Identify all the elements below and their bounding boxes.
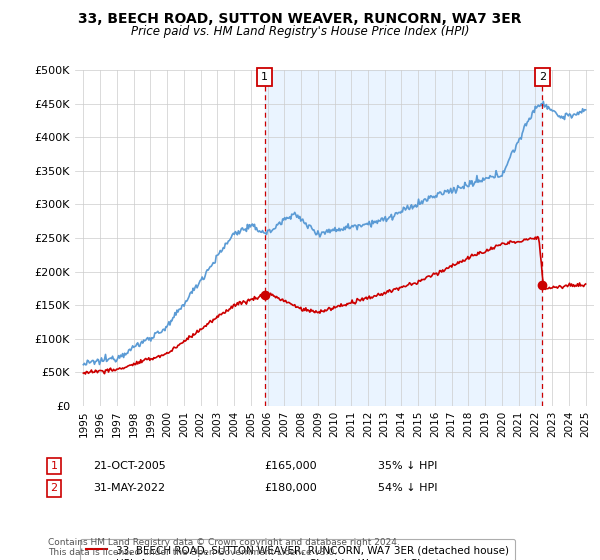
Text: Contains HM Land Registry data © Crown copyright and database right 2024.
This d: Contains HM Land Registry data © Crown c… (48, 538, 400, 557)
Text: 31-MAY-2022: 31-MAY-2022 (93, 483, 165, 493)
Text: 1: 1 (261, 72, 268, 82)
Text: Price paid vs. HM Land Registry's House Price Index (HPI): Price paid vs. HM Land Registry's House … (131, 25, 469, 38)
Text: 35% ↓ HPI: 35% ↓ HPI (378, 461, 437, 471)
Text: £165,000: £165,000 (264, 461, 317, 471)
Bar (265, 70, 542, 406)
Text: 1: 1 (50, 461, 58, 471)
Text: 54% ↓ HPI: 54% ↓ HPI (378, 483, 437, 493)
Text: 21-OCT-2005: 21-OCT-2005 (93, 461, 166, 471)
Text: £180,000: £180,000 (264, 483, 317, 493)
Text: 33, BEECH ROAD, SUTTON WEAVER, RUNCORN, WA7 3ER: 33, BEECH ROAD, SUTTON WEAVER, RUNCORN, … (78, 12, 522, 26)
Text: 2: 2 (50, 483, 58, 493)
Text: 2: 2 (539, 72, 546, 82)
Legend: 33, BEECH ROAD, SUTTON WEAVER, RUNCORN, WA7 3ER (detached house), HPI: Average p: 33, BEECH ROAD, SUTTON WEAVER, RUNCORN, … (80, 539, 515, 560)
